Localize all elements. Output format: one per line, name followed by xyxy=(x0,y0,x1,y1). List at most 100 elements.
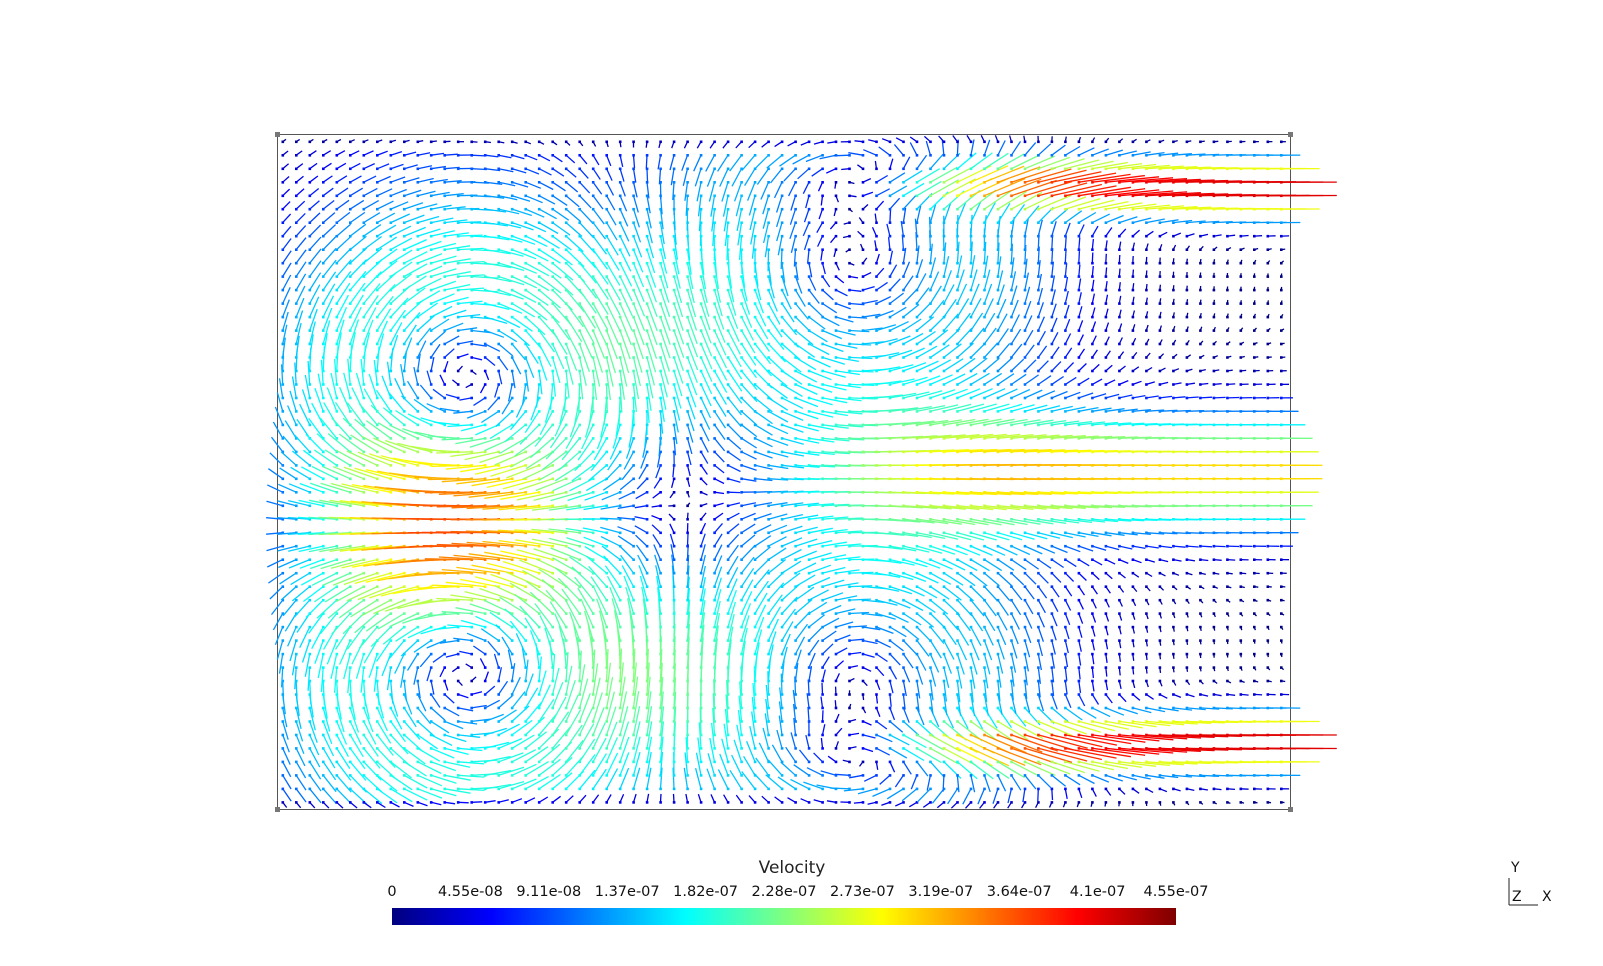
velocity-arrow-base xyxy=(672,477,676,481)
velocity-arrow xyxy=(895,801,904,807)
velocity-arrow-base xyxy=(794,275,797,278)
velocity-arrow xyxy=(619,370,626,400)
velocity-arrow xyxy=(862,639,878,645)
velocity-arrow xyxy=(822,316,840,327)
velocity-arrow xyxy=(727,397,743,416)
velocity-arrow-base xyxy=(564,558,568,561)
velocity-arrow-base xyxy=(483,261,487,265)
velocity-arrow-base xyxy=(780,760,784,764)
velocity-arrow-base xyxy=(362,571,366,575)
velocity-arrow-base xyxy=(699,666,703,669)
velocity-arrow-base xyxy=(659,666,662,669)
velocity-arrow-base xyxy=(362,275,366,278)
velocity-arrow xyxy=(795,397,819,408)
velocity-arrow xyxy=(781,560,802,574)
velocity-arrow xyxy=(849,598,871,601)
velocity-arrow-base xyxy=(834,693,838,696)
velocity-arrow-base xyxy=(308,504,312,508)
velocity-arrow-base xyxy=(308,477,312,481)
velocity-arrow xyxy=(579,154,588,165)
velocity-arrow-base xyxy=(295,774,298,777)
velocity-arrow-base xyxy=(483,154,487,157)
velocity-arrow-base xyxy=(659,625,662,629)
velocity-arrow-base xyxy=(483,181,487,184)
velocity-arrow-base xyxy=(672,571,676,575)
velocity-arrow xyxy=(902,720,920,736)
velocity-arrow-base xyxy=(821,207,824,211)
velocity-arrow-base xyxy=(389,329,393,332)
velocity-arrow xyxy=(282,761,292,778)
velocity-arrow-base xyxy=(848,234,851,238)
velocity-arrow xyxy=(916,404,946,412)
velocity-arrow xyxy=(498,680,509,695)
velocity-arrow-base xyxy=(605,207,608,211)
velocity-arrow-base xyxy=(780,585,784,588)
velocity-arrow xyxy=(319,613,338,635)
velocity-arrow xyxy=(790,235,797,253)
velocity-arrow xyxy=(552,249,573,266)
velocity-arrow-base xyxy=(443,787,446,791)
velocity-arrow-base xyxy=(510,437,514,440)
velocity-arrow xyxy=(686,262,694,290)
velocity-arrow-base xyxy=(308,167,312,171)
velocity-arrow-base xyxy=(929,140,932,144)
velocity-arrow xyxy=(335,449,365,466)
velocity-arrow xyxy=(357,585,391,601)
velocity-arrow xyxy=(862,626,881,631)
velocity-arrow-base xyxy=(753,639,757,642)
velocity-arrow xyxy=(479,451,513,464)
velocity-arrow xyxy=(943,586,962,601)
velocity-arrow-base xyxy=(861,275,865,278)
velocity-arrow-base xyxy=(537,504,541,508)
velocity-arrow xyxy=(903,391,930,399)
velocity-arrow xyxy=(308,499,337,507)
velocity-arrow-base xyxy=(942,464,946,467)
velocity-arrow xyxy=(444,179,462,183)
velocity-arrow-base xyxy=(645,625,649,629)
velocity-arrow-base xyxy=(942,747,946,750)
velocity-arrow-base xyxy=(443,356,446,359)
velocity-arrow-base xyxy=(699,207,703,211)
velocity-arrow-base xyxy=(403,356,406,359)
velocity-arrow xyxy=(427,571,472,574)
velocity-arrow xyxy=(498,709,517,722)
velocity-arrow xyxy=(404,164,418,170)
velocity-arrow xyxy=(903,572,927,583)
velocity-arrow-base xyxy=(335,504,339,508)
velocity-arrow-base xyxy=(902,558,905,561)
velocity-arrow xyxy=(751,236,756,259)
velocity-arrow xyxy=(295,322,302,345)
velocity-arrow-base xyxy=(308,275,312,278)
velocity-arrow xyxy=(673,357,684,384)
velocity-arrow xyxy=(816,222,824,234)
velocity-arrow xyxy=(444,788,471,794)
velocity-arrow-base xyxy=(551,437,554,440)
velocity-arrow-base xyxy=(686,288,689,292)
velocity-arrow-base xyxy=(713,329,716,332)
velocity-arrow xyxy=(849,275,859,279)
velocity-arrow xyxy=(902,761,912,775)
velocity-arrow xyxy=(632,330,644,360)
velocity-arrow-base xyxy=(443,774,446,777)
velocity-arrow-base xyxy=(632,423,635,427)
velocity-arrow-base xyxy=(767,383,770,386)
velocity-arrow-base xyxy=(767,154,770,157)
velocity-arrow-base xyxy=(564,787,568,791)
velocity-arrow xyxy=(767,594,783,614)
velocity-arrow-base xyxy=(308,652,312,656)
velocity-arrow xyxy=(646,676,651,708)
velocity-arrow xyxy=(808,639,820,655)
velocity-arrow xyxy=(902,680,907,697)
velocity-arrow-base xyxy=(861,288,865,292)
velocity-arrow xyxy=(741,437,758,449)
velocity-arrow xyxy=(606,249,620,271)
velocity-arrow-base xyxy=(524,410,527,413)
velocity-arrow-base xyxy=(780,612,784,615)
velocity-arrow xyxy=(565,168,577,178)
velocity-arrow-base xyxy=(740,625,743,629)
velocity-arrow xyxy=(565,724,583,749)
velocity-arrow xyxy=(741,523,756,534)
velocity-arrow-base xyxy=(942,396,946,400)
velocity-arrow-base xyxy=(443,612,446,615)
velocity-arrow-base xyxy=(510,801,514,804)
